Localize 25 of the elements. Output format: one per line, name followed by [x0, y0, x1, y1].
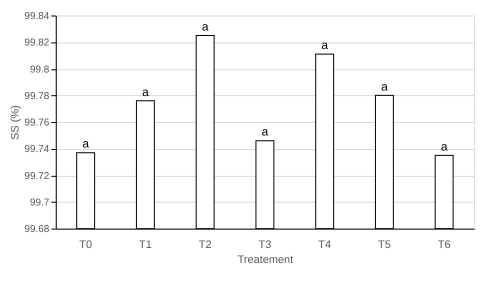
x-tick-label: T3: [258, 239, 272, 252]
x-tick-label: T0: [79, 239, 92, 252]
y-tick-label: 99.8: [30, 64, 50, 76]
y-tick-label: 99.76: [24, 118, 50, 129]
y-tick-label: 99.72: [24, 170, 50, 182]
x-tick-label: T6: [438, 239, 451, 252]
y-tick-label: 99.7: [30, 197, 50, 208]
data-label: a: [381, 79, 388, 94]
data-label: a: [321, 38, 328, 52]
data-label: a: [262, 124, 269, 139]
data-label: a: [82, 136, 90, 151]
y-tick-label: 99.82: [24, 38, 50, 49]
x-tick-label: T5: [378, 239, 391, 252]
y-tick-label: 99.78: [24, 90, 50, 102]
y-tick-label: 99.74: [24, 144, 50, 156]
y-tick-label: 99.68: [24, 224, 50, 236]
y-axis-title: SS (%): [9, 105, 22, 140]
data-label: a: [440, 139, 448, 154]
data-label: a: [142, 84, 150, 99]
x-axis-title: Treatement: [238, 254, 294, 266]
data-label: a: [202, 20, 209, 34]
x-tick-label: T2: [198, 239, 212, 252]
y-tick-label: 99.84: [24, 10, 50, 22]
x-tick-label: T4: [318, 239, 332, 252]
x-tick-label: T1: [139, 239, 152, 252]
